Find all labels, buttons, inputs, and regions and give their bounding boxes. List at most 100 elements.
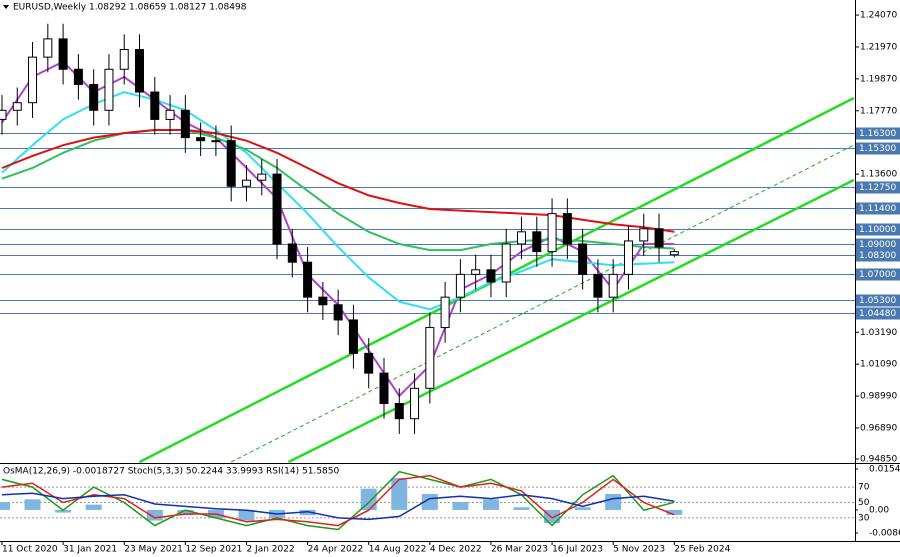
candle-body <box>669 251 679 256</box>
candle-body <box>608 273 618 298</box>
level-label-box <box>856 238 900 251</box>
candle-body <box>578 243 588 275</box>
x-tick-label: 26 Mar 2023 <box>491 545 548 555</box>
candle-body <box>394 403 404 420</box>
level-label-box <box>856 294 900 307</box>
candle-body <box>517 231 527 245</box>
candle-body <box>135 49 145 93</box>
x-tick-label: 5 Nov 2023 <box>613 545 665 555</box>
candle-body <box>348 319 358 354</box>
osma-bar <box>605 494 622 510</box>
level-label-box <box>857 512 869 523</box>
moving-average <box>1 129 675 233</box>
candle-body <box>257 173 267 181</box>
level-label: 1.11400 <box>859 204 896 214</box>
candle-body <box>0 109 7 120</box>
osma-bar <box>299 509 316 516</box>
candle-body <box>226 140 236 187</box>
level-label-box <box>856 268 900 281</box>
menu-arrow[interactable] <box>3 5 9 9</box>
candle-body <box>73 68 83 85</box>
y-tick-label: 50 <box>858 498 870 508</box>
candle-body <box>410 387 420 420</box>
level-label: 1.10000 <box>859 225 896 235</box>
y2-tick-label: -0.008686 <box>869 528 900 538</box>
candle-body <box>165 109 175 120</box>
x-tick-label: 2 Jan 2022 <box>246 545 294 555</box>
candle-body <box>104 68 114 111</box>
level-label-box <box>857 497 869 508</box>
y-tick-label: 1.24070 <box>860 11 897 21</box>
osma-bar <box>360 488 377 510</box>
y2-tick-label: 0.0154184 <box>869 464 900 474</box>
channel-line <box>230 144 855 463</box>
level-label-box <box>856 127 900 140</box>
candle-body <box>593 273 603 298</box>
level-label: 1.07000 <box>859 270 896 280</box>
osma-bar <box>238 509 255 521</box>
osma-bar <box>24 499 41 510</box>
osma-bar <box>55 509 72 513</box>
candle-body <box>562 213 572 245</box>
level-label: 1.15300 <box>859 144 896 154</box>
level-label-box <box>856 307 900 320</box>
x-tick-label: 12 Sep 2021 <box>185 545 242 555</box>
osma-bar <box>544 509 561 524</box>
indicator-line <box>1 492 675 521</box>
candle-body <box>287 243 297 263</box>
channel-line <box>287 178 855 464</box>
candle-body <box>455 273 465 298</box>
osma-bar <box>452 501 469 510</box>
candle-body <box>654 228 664 248</box>
moving-average <box>1 129 675 252</box>
y-tick-label: 1.03190 <box>860 328 897 338</box>
candle-body <box>440 296 450 329</box>
candle-body <box>272 173 282 245</box>
candle-body <box>180 109 190 139</box>
osma-bar <box>146 509 163 521</box>
y-tick-label: 70 <box>858 483 870 493</box>
candle-body <box>119 49 129 70</box>
osma-bar <box>0 501 10 510</box>
candle-body <box>623 240 633 275</box>
osma-bar <box>574 507 591 510</box>
candle-body <box>303 261 313 298</box>
osma-bar <box>391 478 408 510</box>
candle-body <box>486 269 496 283</box>
level-label-box <box>856 181 900 194</box>
x-tick-label: 31 Jan 2021 <box>63 545 117 555</box>
y-tick-label: 1.19870 <box>860 74 897 84</box>
level-label-box <box>857 482 869 493</box>
level-label: 1.09000 <box>859 240 896 250</box>
level-label: 1.16300 <box>859 129 896 139</box>
candle-body <box>58 38 68 70</box>
candle-body <box>43 38 53 58</box>
y-tick-label: 1.01090 <box>860 360 897 370</box>
y2-tick-label: 0.00 <box>869 505 889 515</box>
x-tick-label: 24 Apr 2022 <box>308 545 364 555</box>
candle-body <box>211 140 221 143</box>
x-tick-label: 4 Dec 2022 <box>430 545 482 555</box>
moving-average <box>1 91 675 311</box>
indicator-header: OsMA(12,26,9) -0.0018727 Stoch(5,3,3) 50… <box>3 467 339 477</box>
level-label-box <box>856 249 900 262</box>
x-tick-label: 25 Feb 2024 <box>674 545 730 555</box>
osma-bar <box>177 509 194 516</box>
level-label: 1.12750 <box>859 183 896 193</box>
osma-bar <box>85 504 102 510</box>
x-tick-label: 16 Jul 2023 <box>552 545 603 555</box>
candle-body <box>150 91 160 120</box>
candle-body <box>547 213 557 253</box>
y-tick-label: 30 <box>858 513 870 523</box>
osma-bar <box>482 499 499 510</box>
candle-body <box>532 231 542 253</box>
level-label: 1.04480 <box>859 309 896 319</box>
candle-body <box>241 179 251 187</box>
candle-body <box>379 372 389 405</box>
level-label-box <box>856 202 900 215</box>
candle-body <box>471 269 481 275</box>
x-tick-label: 14 Aug 2022 <box>369 545 427 555</box>
candle-body <box>28 56 38 104</box>
candle-body <box>196 137 206 142</box>
